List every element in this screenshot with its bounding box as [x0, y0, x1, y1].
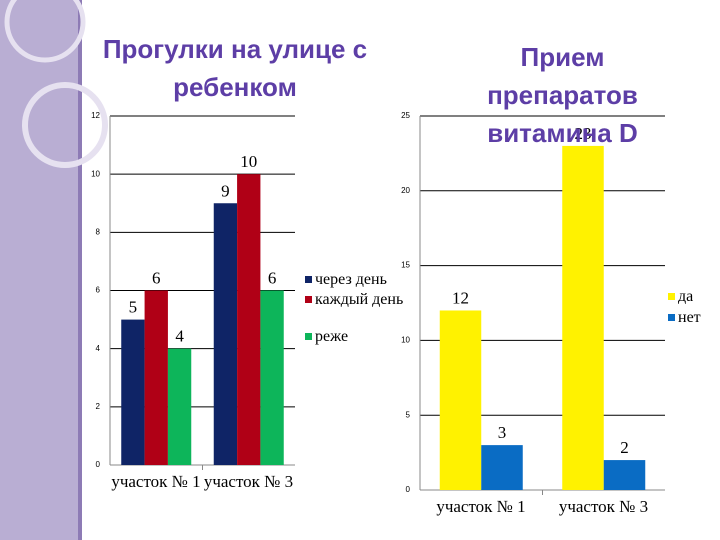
data-label: 5	[129, 298, 138, 317]
legend-label: нет	[678, 309, 701, 326]
legend-swatch	[305, 333, 312, 340]
data-label: 6	[268, 269, 277, 288]
x-tick-label: участок № 1	[436, 497, 526, 516]
y-tick-label: 10	[91, 169, 100, 178]
legend-swatch	[305, 276, 312, 283]
x-tick-label: участок № 3	[203, 472, 294, 491]
decor	[22, 82, 108, 168]
data-label: 23	[575, 124, 592, 143]
data-label: 9	[221, 181, 230, 200]
bar	[121, 319, 145, 465]
x-tick-label: участок № 3	[558, 497, 649, 516]
chart-title: Прогулки на улице с ребенком	[102, 34, 368, 102]
bar	[213, 203, 238, 465]
y-tick-label: 10	[401, 336, 410, 345]
side-stripe-edge	[78, 0, 82, 540]
data-label: 12	[452, 288, 469, 307]
bar	[603, 460, 646, 490]
y-tick-label: 25	[401, 111, 410, 120]
legend-swatch	[668, 293, 675, 300]
data-label: 10	[240, 152, 257, 171]
y-tick-label: 6	[96, 286, 101, 295]
y-tick-label: 4	[96, 344, 101, 353]
data-label: 2	[620, 438, 629, 457]
bar	[144, 290, 168, 465]
y-tick-label: 15	[401, 261, 410, 270]
data-label: 3	[498, 423, 507, 442]
legend-label: реже	[315, 328, 349, 345]
bar	[439, 310, 482, 490]
y-tick-label: 0	[406, 485, 411, 494]
data-label: 6	[152, 269, 161, 288]
x-tick-label: участок № 1	[111, 472, 201, 491]
y-tick-label: 12	[91, 111, 100, 120]
legend-swatch	[305, 296, 312, 303]
bar	[562, 145, 604, 491]
y-tick-label: 0	[96, 460, 101, 469]
chart-title: Прием препаратов витамина D	[487, 42, 638, 148]
decor	[4, 0, 86, 63]
legend-label: да	[678, 288, 694, 305]
side-stripe	[0, 0, 78, 540]
bar	[237, 174, 261, 465]
bar	[481, 445, 523, 490]
legend-label: каждый день	[315, 291, 404, 308]
bar	[260, 290, 284, 465]
bar	[167, 348, 192, 465]
legend-swatch	[668, 314, 675, 321]
data-label: 4	[175, 327, 184, 346]
y-tick-label: 8	[96, 227, 101, 236]
y-tick-label: 2	[96, 402, 101, 411]
legend-label: через день	[315, 271, 387, 288]
y-tick-label: 5	[406, 410, 411, 419]
y-tick-label: 20	[401, 186, 410, 195]
